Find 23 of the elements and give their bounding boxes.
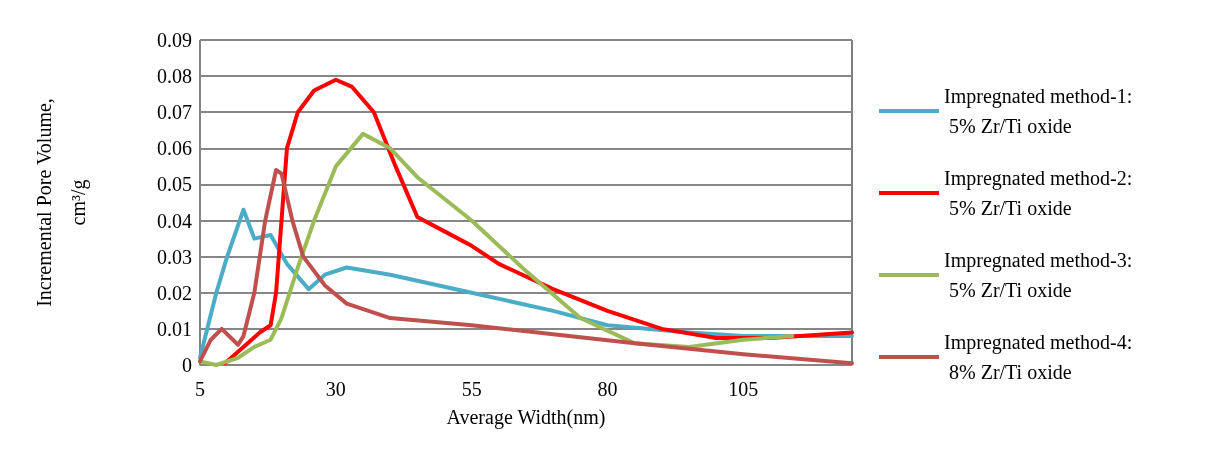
- x-tick-label: 30: [325, 378, 346, 400]
- y-tick-label: 0.08: [157, 65, 192, 88]
- y-tick-label: 0.06: [157, 137, 192, 160]
- line-series: [198, 131, 795, 367]
- y-tick-label: 0: [182, 354, 192, 376]
- y-tick-label: 0.02: [157, 281, 192, 304]
- legend-label: Impregnated method-2: 5% Zr/Ti oxide: [944, 167, 1133, 219]
- y-tick-label: 0.01: [157, 317, 192, 340]
- y-tick-label: 0.09: [157, 29, 192, 51]
- x-tick-label: 105: [728, 378, 759, 400]
- y-tick-label: 0.03: [157, 245, 192, 268]
- y-tick-label: 0.04: [157, 209, 192, 232]
- legend-label: Impregnated method-1: 5% Zr/Ti oxide: [944, 85, 1133, 137]
- x-tick-label: 55: [461, 378, 482, 400]
- x-tick-label: 80: [597, 378, 618, 400]
- y-axis-title: Incremental Pore Volume, cm³/g: [33, 98, 90, 307]
- x-axis-title: Average Width(nm): [446, 406, 606, 429]
- line-series: [222, 77, 854, 366]
- legend-label: Impregnated method-4: 8% Zr/Ti oxide: [944, 331, 1133, 383]
- y-tick-label: 0.07: [157, 101, 192, 124]
- x-tick-label: 5: [195, 378, 205, 400]
- y-tick-label: 0.05: [157, 173, 192, 196]
- legend-label: Impregnated method-3: 5% Zr/Ti oxide: [944, 249, 1133, 301]
